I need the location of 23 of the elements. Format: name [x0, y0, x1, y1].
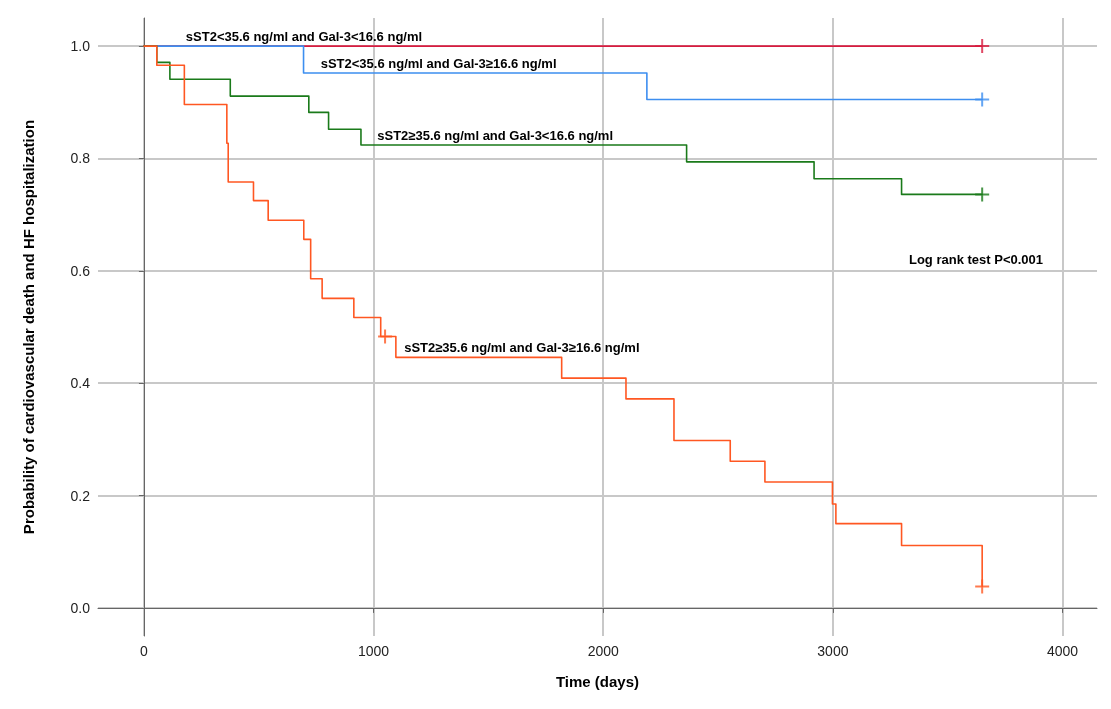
y-tick-label: 0.0 [70, 599, 91, 616]
point [974, 186, 991, 203]
series-label: sST2<35.6 ng/ml and Gal-3≥16.6 ng/ml [320, 56, 557, 72]
annotation: Log rank test P<0.001 [908, 252, 1043, 267]
series-label: sST2≥35.6 ng/ml and Gal-3≥16.6 ng/ml [404, 340, 640, 356]
point [974, 578, 991, 595]
y-tick-label: 0.8 [70, 150, 91, 167]
x-tick-label: 4000 [1046, 643, 1079, 659]
y-tick-label: 0.4 [70, 375, 91, 392]
point [974, 91, 991, 108]
y-axis-title: Probability of cardiovascular death and HF hospitalization [20, 119, 37, 535]
series-label: sST2≥35.6 ng/ml and Gal-3<16.6 ng/ml [377, 127, 614, 143]
x-tick-label: 1000 [358, 643, 390, 659]
x-tick-label: 2000 [587, 643, 620, 659]
y-tick-label: 0.6 [70, 262, 91, 279]
x-tick-label: 3000 [817, 643, 849, 659]
x-tick-label: 0 [140, 643, 149, 659]
x-axis-title: Time (days) [555, 673, 640, 690]
y-tick-label: 1.0 [70, 38, 91, 55]
series-label: sST2<35.6 ng/ml and Gal-3<16.6 ng/ml [185, 29, 423, 45]
point [377, 328, 394, 345]
point [974, 38, 991, 55]
y-tick-label: 0.2 [70, 487, 91, 504]
